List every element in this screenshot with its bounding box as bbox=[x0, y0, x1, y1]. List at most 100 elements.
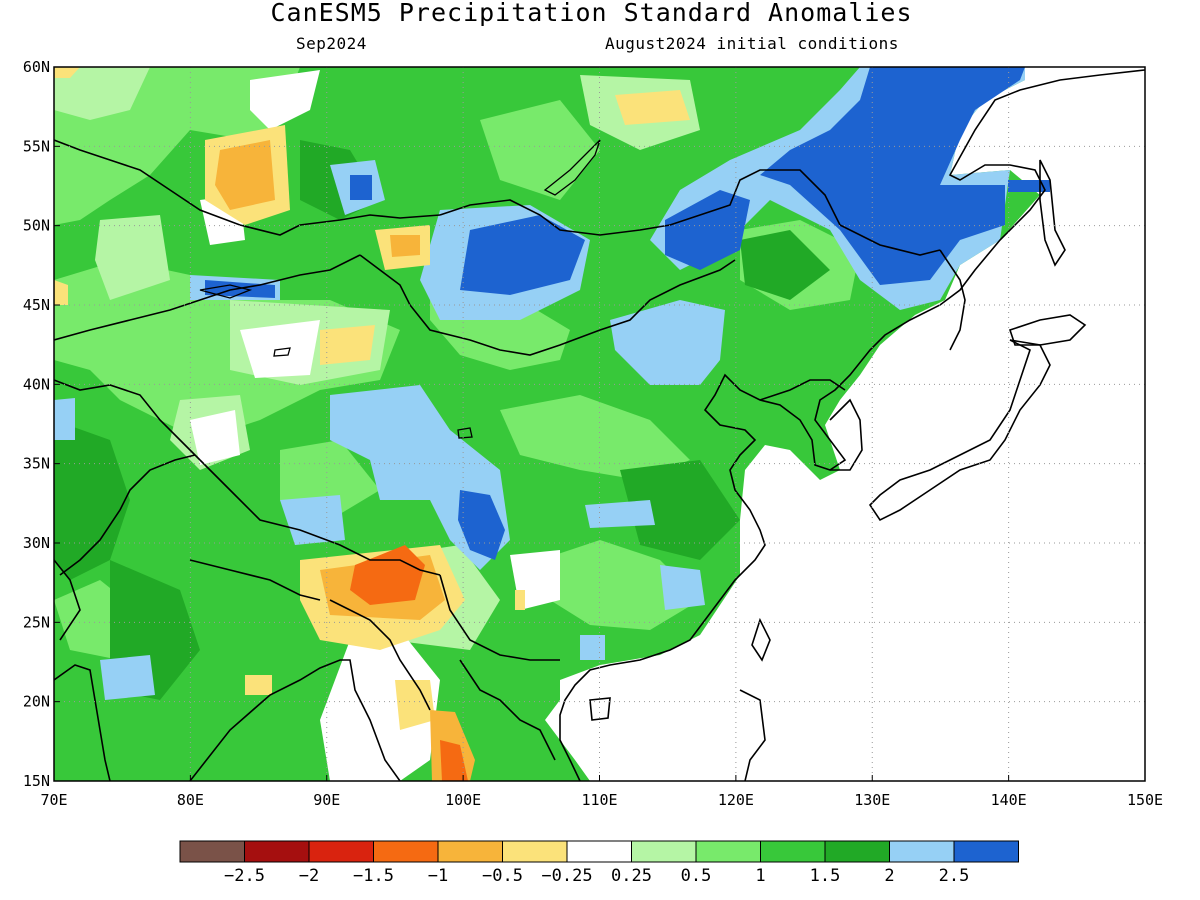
field-dry-1 bbox=[440, 740, 468, 781]
border-china-south bbox=[439, 574, 560, 661]
y-tick-label: 45N bbox=[23, 296, 50, 314]
coastline-hokkaido bbox=[1008, 314, 1087, 346]
border-russia-kazakhstan bbox=[54, 139, 441, 236]
field-wet-0-25 bbox=[54, 67, 150, 120]
forecast-month: Sep2024 bbox=[296, 34, 367, 53]
x-tick-label: 110E bbox=[581, 791, 617, 809]
field-dry-0-25 bbox=[615, 90, 690, 125]
field-wet-1-5 bbox=[54, 420, 130, 580]
legend-label: −2 bbox=[299, 866, 319, 886]
field-wet-1-5 bbox=[620, 460, 740, 560]
lake-qinghai bbox=[457, 427, 473, 439]
initial-conditions-label: August2024 initial conditions bbox=[605, 34, 899, 53]
field-wet-0-5 bbox=[540, 540, 700, 630]
field-dry-0-25 bbox=[320, 325, 375, 365]
field-wet-0-25 bbox=[95, 215, 170, 300]
border-indochina bbox=[459, 659, 556, 761]
legend-swatch bbox=[953, 840, 1019, 863]
legend-swatch bbox=[824, 840, 890, 863]
x-axis-ticks: 70E 80E 90E 100E 110E 120E 130E 140E 150E bbox=[40, 775, 1163, 809]
coastline-korea bbox=[829, 398, 863, 471]
border-nepal bbox=[189, 559, 321, 601]
legend-label: 0.25 bbox=[611, 866, 652, 886]
coastline-hainan bbox=[589, 697, 611, 721]
legend-label: 2.5 bbox=[939, 866, 970, 886]
lake-baikal bbox=[543, 139, 601, 196]
legend-label: −0.25 bbox=[541, 866, 592, 886]
field-wet-2-5 bbox=[460, 215, 585, 295]
legend-swatch bbox=[502, 840, 568, 863]
anomaly-field bbox=[54, 67, 1050, 781]
field-wet-0-5 bbox=[480, 100, 600, 200]
border-mongolia-south bbox=[359, 254, 736, 356]
border-himalaya bbox=[199, 459, 441, 576]
legend-label: 1 bbox=[755, 866, 765, 886]
y-tick-label: 15N bbox=[23, 772, 50, 790]
legend-swatch bbox=[244, 840, 310, 863]
map-title: CanESM5 Precipitation Standard Anomalies bbox=[270, 0, 913, 27]
coastline-india bbox=[54, 664, 111, 781]
legend-swatch bbox=[760, 840, 826, 863]
x-tick-label: 90E bbox=[313, 791, 340, 809]
legend-label: −2.5 bbox=[224, 866, 265, 886]
field-dry-0-25 bbox=[245, 675, 272, 695]
y-tick-label: 20N bbox=[23, 693, 50, 711]
color-legend: −2.5 −2 −1.5 −1 −0.5 −0.25 0.25 0.5 1 1.5 2 2.5 bbox=[179, 840, 1019, 886]
y-tick-label: 35N bbox=[23, 455, 50, 473]
legend-swatch bbox=[437, 840, 503, 863]
field-wet-2-5 bbox=[760, 67, 1025, 285]
coastline-luzon bbox=[739, 689, 766, 781]
grid-lines bbox=[54, 67, 1145, 781]
borders-coastlines bbox=[54, 69, 1145, 781]
border-korea bbox=[759, 379, 846, 401]
field-wet-1-5 bbox=[740, 230, 830, 300]
y-tick-label: 55N bbox=[23, 137, 50, 155]
coastline-japan bbox=[868, 339, 1051, 522]
legend-label: −1 bbox=[428, 866, 448, 886]
border-china-russia-east bbox=[939, 249, 966, 351]
field-wet-2 bbox=[280, 495, 345, 545]
field-wet-2 bbox=[660, 565, 705, 610]
coastline-sakhalin bbox=[1039, 159, 1066, 267]
field-wet-2 bbox=[54, 398, 75, 440]
coastline-taiwan bbox=[751, 617, 771, 662]
legend-swatch bbox=[631, 840, 697, 863]
border-central-asia bbox=[54, 379, 201, 461]
field-neutral bbox=[320, 630, 440, 781]
field-wet-2 bbox=[580, 635, 605, 660]
y-axis-ticks: 60N 55N 50N 45N 40N 35N 30N 25N 20N 15N bbox=[23, 58, 60, 790]
coastline-east-asia bbox=[559, 69, 1145, 781]
legend-label: −0.5 bbox=[482, 866, 523, 886]
legend-swatch bbox=[373, 840, 439, 863]
y-tick-label: 25N bbox=[23, 613, 50, 631]
border-mongolia bbox=[439, 169, 941, 256]
y-tick-label: 40N bbox=[23, 375, 50, 393]
field-wet-2 bbox=[585, 500, 655, 528]
field-wet-2 bbox=[610, 300, 725, 385]
lake-issyk-kul bbox=[273, 347, 291, 357]
x-tick-label: 140E bbox=[991, 791, 1027, 809]
border-india-north bbox=[59, 454, 196, 576]
x-tick-label: 120E bbox=[718, 791, 754, 809]
field-dry-0-5 bbox=[390, 235, 420, 257]
field-wet-2 bbox=[100, 655, 155, 700]
border-kazakhstan-south bbox=[54, 254, 361, 341]
legend-swatch bbox=[566, 840, 632, 863]
field-dry-0-5 bbox=[215, 140, 275, 210]
field-wet-2-5 bbox=[665, 190, 750, 270]
field-dry-0-25 bbox=[54, 67, 80, 78]
y-tick-label: 60N bbox=[23, 58, 50, 76]
y-tick-label: 30N bbox=[23, 534, 50, 552]
field-dry-0-25 bbox=[395, 680, 435, 730]
border-myanmar bbox=[329, 599, 431, 711]
border-pakistan bbox=[54, 559, 81, 641]
legend-swatch bbox=[889, 840, 955, 863]
field-dry-0-25 bbox=[54, 280, 68, 305]
legend-label: 1.5 bbox=[810, 866, 841, 886]
legend-swatch bbox=[695, 840, 761, 863]
lake-balkhash bbox=[199, 284, 253, 299]
x-tick-label: 130E bbox=[854, 791, 890, 809]
field-neutral bbox=[250, 70, 320, 130]
legend-label: 2 bbox=[884, 866, 894, 886]
